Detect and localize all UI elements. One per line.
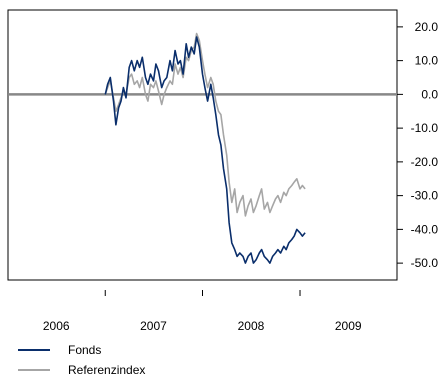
y-tick-label: -50.0 bbox=[411, 256, 439, 270]
y-tick-label: -10.0 bbox=[411, 121, 439, 135]
legend-swatch-referenzindex bbox=[18, 369, 50, 371]
y-axis: 20.0 10.0 0.0 -10.0 -20.0 -30.0 -40.0 -50.0 bbox=[397, 20, 438, 270]
x-tick-label: 2006 bbox=[43, 319, 70, 333]
x-tick-label: 2009 bbox=[335, 319, 362, 333]
series-line-referenzindex bbox=[104, 32, 306, 217]
series-line-fonds bbox=[104, 36, 306, 264]
y-tick-label: -40.0 bbox=[411, 222, 439, 236]
legend-swatch-fonds bbox=[18, 349, 50, 351]
y-tick-label: 0.0 bbox=[421, 87, 438, 101]
x-tick-label: 2008 bbox=[238, 319, 265, 333]
legend-label-referenzindex: Referenzindex bbox=[68, 363, 146, 377]
legend: Fonds Referenzindex bbox=[18, 340, 145, 380]
x-axis: 2006 2007 2008 2009 bbox=[43, 290, 362, 333]
y-tick-label: 10.0 bbox=[415, 54, 439, 68]
plot-area bbox=[7, 9, 398, 281]
legend-item-fonds: Fonds bbox=[18, 340, 145, 360]
y-tick-label: -20.0 bbox=[411, 155, 439, 169]
series-layer bbox=[104, 32, 306, 264]
plot-border bbox=[7, 9, 398, 281]
x-tick-label: 2007 bbox=[140, 319, 167, 333]
legend-item-referenzindex: Referenzindex bbox=[18, 360, 145, 380]
legend-label-fonds: Fonds bbox=[68, 343, 102, 357]
y-tick-label: 20.0 bbox=[415, 20, 439, 34]
y-tick-label: -30.0 bbox=[411, 189, 439, 203]
